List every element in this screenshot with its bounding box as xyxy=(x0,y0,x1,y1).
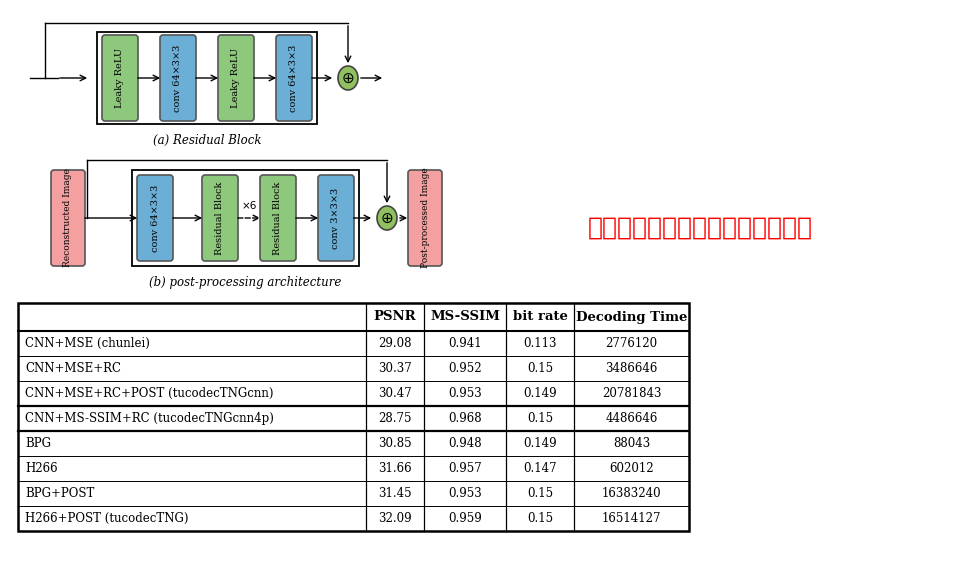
Text: Reconstructed Image: Reconstructed Image xyxy=(64,169,72,268)
Text: Leaky ReLU: Leaky ReLU xyxy=(232,48,241,108)
Text: 29.08: 29.08 xyxy=(379,337,412,350)
Text: CNN+MSE+RC+POST (tucodecTNGcnn): CNN+MSE+RC+POST (tucodecTNGcnn) xyxy=(25,387,273,400)
Text: (a) Residual Block: (a) Residual Block xyxy=(153,134,261,147)
Text: Leaky ReLU: Leaky ReLU xyxy=(116,48,125,108)
Text: ×6: ×6 xyxy=(242,201,257,211)
Text: MS-SSIM: MS-SSIM xyxy=(430,310,500,323)
Text: 0.941: 0.941 xyxy=(448,337,482,350)
Text: BPG: BPG xyxy=(25,437,51,450)
Text: 2776120: 2776120 xyxy=(606,337,658,350)
Text: 0.957: 0.957 xyxy=(448,462,482,475)
Text: (b) post-processing architecture: (b) post-processing architecture xyxy=(150,276,342,289)
FancyBboxPatch shape xyxy=(102,35,138,121)
Text: 30.47: 30.47 xyxy=(378,387,412,400)
Text: 16383240: 16383240 xyxy=(602,487,662,500)
Text: Decoding Time: Decoding Time xyxy=(576,310,687,323)
Text: H266+POST (tucodecTNG): H266+POST (tucodecTNG) xyxy=(25,512,188,525)
Text: 0.15: 0.15 xyxy=(526,362,554,375)
Text: 28.75: 28.75 xyxy=(379,412,412,425)
Text: 0.953: 0.953 xyxy=(448,387,482,400)
Text: BPG+POST: BPG+POST xyxy=(25,487,95,500)
FancyBboxPatch shape xyxy=(318,175,354,261)
Text: $\oplus$: $\oplus$ xyxy=(341,71,355,85)
Text: 利用残差网络结构设计后处理网络: 利用残差网络结构设计后处理网络 xyxy=(587,216,812,240)
Text: 3486646: 3486646 xyxy=(606,362,658,375)
Text: $\oplus$: $\oplus$ xyxy=(381,211,394,226)
Text: 0.968: 0.968 xyxy=(448,412,482,425)
Text: 0.15: 0.15 xyxy=(526,512,554,525)
Text: CNN+MSE (chunlei): CNN+MSE (chunlei) xyxy=(25,337,150,350)
Text: CNN+MS-SSIM+RC (tucodecTNGcnn4p): CNN+MS-SSIM+RC (tucodecTNGcnn4p) xyxy=(25,412,274,425)
Text: Post-processed Image: Post-processed Image xyxy=(420,168,430,268)
Text: 0.15: 0.15 xyxy=(526,487,554,500)
Text: 0.113: 0.113 xyxy=(524,337,556,350)
Text: conv 64×3×3: conv 64×3×3 xyxy=(290,44,298,112)
Text: 0.959: 0.959 xyxy=(448,512,482,525)
Text: conv 3×3×3: conv 3×3×3 xyxy=(331,188,340,249)
Text: 0.953: 0.953 xyxy=(448,487,482,500)
Text: conv 64×3×3: conv 64×3×3 xyxy=(151,184,159,252)
Text: 30.85: 30.85 xyxy=(378,437,412,450)
FancyBboxPatch shape xyxy=(137,175,173,261)
Text: CNN+MSE+RC: CNN+MSE+RC xyxy=(25,362,121,375)
Text: 0.149: 0.149 xyxy=(524,437,556,450)
FancyBboxPatch shape xyxy=(218,35,254,121)
Text: Residual Block: Residual Block xyxy=(273,181,282,255)
Text: 31.45: 31.45 xyxy=(378,487,412,500)
Text: Residual Block: Residual Block xyxy=(215,181,224,255)
Text: conv 64×3×3: conv 64×3×3 xyxy=(174,44,183,112)
Text: 31.66: 31.66 xyxy=(378,462,412,475)
Text: H266: H266 xyxy=(25,462,58,475)
Bar xyxy=(97,32,317,124)
Text: 0.15: 0.15 xyxy=(526,412,554,425)
Text: 4486646: 4486646 xyxy=(606,412,658,425)
Text: 0.147: 0.147 xyxy=(524,462,556,475)
Bar xyxy=(18,303,689,531)
Ellipse shape xyxy=(377,206,397,230)
Text: 0.948: 0.948 xyxy=(448,437,482,450)
Text: bit rate: bit rate xyxy=(513,310,567,323)
FancyBboxPatch shape xyxy=(160,35,196,121)
Text: PSNR: PSNR xyxy=(374,310,416,323)
Text: 32.09: 32.09 xyxy=(378,512,412,525)
Text: 602012: 602012 xyxy=(610,462,654,475)
Text: 20781843: 20781843 xyxy=(602,387,662,400)
Bar xyxy=(132,170,359,266)
FancyBboxPatch shape xyxy=(408,170,442,266)
Text: 0.952: 0.952 xyxy=(448,362,482,375)
Ellipse shape xyxy=(338,66,358,90)
FancyBboxPatch shape xyxy=(260,175,296,261)
Text: 88043: 88043 xyxy=(612,437,650,450)
Text: 30.37: 30.37 xyxy=(378,362,412,375)
Text: 16514127: 16514127 xyxy=(602,512,662,525)
Text: 0.149: 0.149 xyxy=(524,387,556,400)
FancyBboxPatch shape xyxy=(276,35,312,121)
FancyBboxPatch shape xyxy=(202,175,238,261)
FancyBboxPatch shape xyxy=(51,170,85,266)
